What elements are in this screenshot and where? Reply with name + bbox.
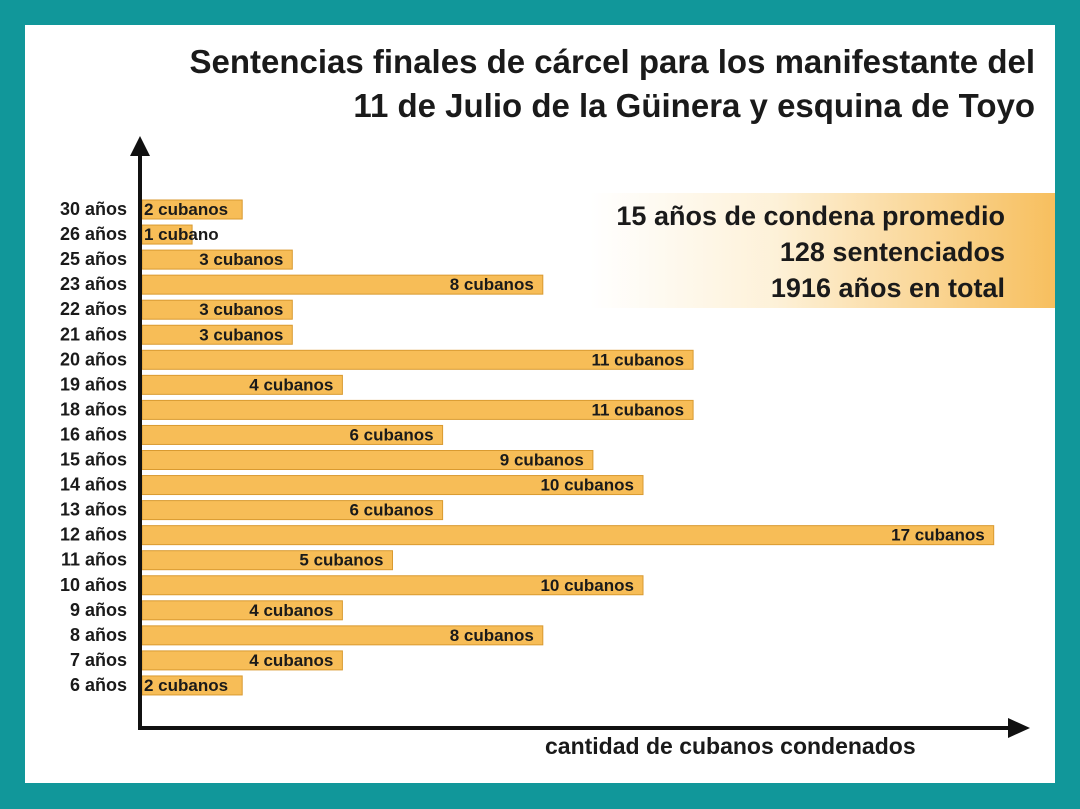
y-tick-label: 12 años [60,525,127,545]
bar-data-label: 4 cubanos [249,375,333,394]
y-tick-label: 20 años [60,349,127,369]
y-tick-label: 11 años [61,550,127,570]
bar-data-label: 10 cubanos [540,576,634,595]
bar-data-label: 4 cubanos [249,651,333,670]
bar-data-label: 3 cubanos [199,325,283,344]
y-tick-label: 21 años [60,324,127,344]
bar-data-label: 10 cubanos [540,476,634,495]
y-tick-label: 18 años [60,399,127,419]
y-tick-label: 7 años [70,650,127,670]
bar-data-label: 3 cubanos [199,250,283,269]
bar-data-label: 9 cubanos [500,451,584,470]
y-tick-label: 6 años [70,675,127,695]
title-line-1: Sentencias finales de cárcel para los ma… [189,43,1035,80]
bar-data-label: 1 cubano [144,225,219,244]
bar-data-label: 2 cubanos [144,200,228,219]
summary-average: 15 años de condena promedio [616,201,1005,231]
summary-count: 128 sentenciados [779,237,1005,267]
bar-data-label: 17 cubanos [891,526,985,545]
bar-data-label: 2 cubanos [144,676,228,695]
y-tick-label: 25 años [60,249,127,269]
title-line-2: 11 de Julio de la Güinera y esquina de T… [353,87,1035,124]
y-tick-label: 23 años [60,274,127,294]
x-axis-label: cantidad de cubanos condenados [545,733,916,759]
bar-data-label: 8 cubanos [450,626,534,645]
y-tick-label: 22 años [60,299,127,319]
bar-data-label: 6 cubanos [350,501,434,520]
bar-data-label: 11 cubanos [591,400,684,419]
y-tick-label: 13 años [60,500,127,520]
bar-data-label: 8 cubanos [450,275,534,294]
y-tick-label: 26 años [60,224,127,244]
chart-title: Sentencias finales de cárcel para los ma… [189,40,1035,128]
y-axis-arrow [130,136,150,156]
bar-data-label: 6 cubanos [350,425,434,444]
y-tick-label: 9 años [70,600,127,620]
bar-data-label: 4 cubanos [249,601,333,620]
summary-box: 15 años de condena promedio 128 sentenci… [590,193,1055,308]
y-tick-label: 19 años [60,374,127,394]
bar-data-label: 5 cubanos [299,551,383,570]
bar-data-label: 11 cubanos [591,350,684,369]
y-tick-label: 16 años [60,424,127,444]
bar-data-label: 3 cubanos [199,300,283,319]
y-tick-label: 10 años [60,575,127,595]
y-tick-label: 30 años [60,199,127,219]
y-tick-label: 14 años [60,475,127,495]
x-axis-arrow [1008,718,1030,738]
bar [141,525,995,546]
y-tick-label: 15 años [60,450,127,470]
summary-total: 1916 años en total [770,273,1005,303]
y-tick-label: 8 años [70,625,127,645]
